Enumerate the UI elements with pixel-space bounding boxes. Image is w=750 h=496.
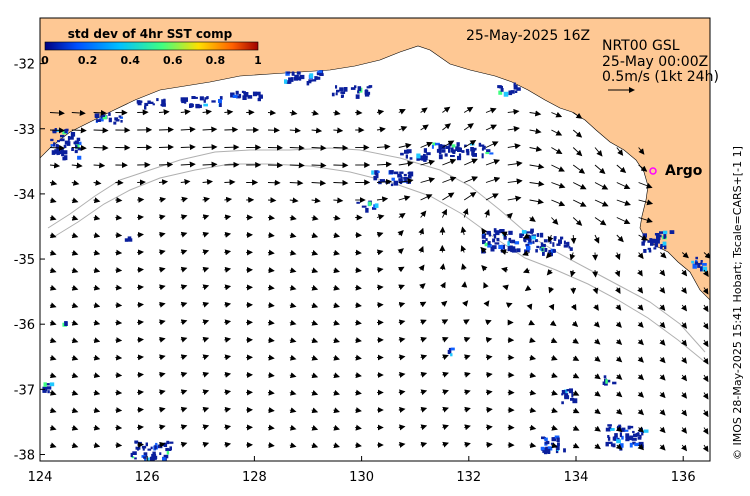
colorbar-ticks: 0 0.2 0.4 0.6 0.8 1	[41, 54, 262, 67]
x-tick-label: 126	[135, 470, 160, 485]
y-tick-label: -32	[14, 58, 35, 73]
y-tick-label: -38	[14, 448, 35, 463]
credit-text: © IMOS 28-May-2025 15:41 Hobart; Tscale=…	[731, 146, 744, 460]
colorbar-tick-label: 0	[41, 54, 49, 67]
argo-float-marker	[649, 167, 657, 175]
x-tick-label: 124	[28, 470, 53, 485]
x-tick-label: 128	[242, 470, 267, 485]
colorbar-tick-label: 0.2	[78, 54, 98, 67]
y-tick-label: -34	[14, 188, 35, 203]
y-tick-label: -33	[14, 123, 35, 138]
current-time-label: 25-May 00:00Z	[602, 54, 708, 70]
colorbar: std dev of 4hr SST comp 0 0.2 0.4 0.6 0.8 1	[41, 27, 262, 67]
date-label: 25-May-2025 16Z	[466, 28, 590, 44]
current-source-label: NRT00 GSL	[602, 38, 680, 54]
plot-frame	[39, 17, 711, 462]
x-tick-label: 134	[564, 470, 589, 485]
colorbar-tick-label: 1	[254, 54, 262, 67]
y-tick-label: -36	[14, 318, 35, 333]
x-axis: 124 126 128 130 132 134 136	[28, 456, 696, 485]
argo-label: Argo	[665, 163, 703, 179]
current-vector-field	[49, 106, 710, 453]
y-tick-label: -37	[14, 383, 35, 398]
colorbar-gradient	[44, 41, 259, 51]
x-tick-label: 132	[456, 470, 481, 485]
bathymetry-contour	[47, 147, 706, 353]
vector-scale-label: 0.5m/s (1kt 24h)	[602, 69, 719, 85]
x-tick-label: 136	[671, 470, 696, 485]
colorbar-title: std dev of 4hr SST comp	[68, 27, 233, 41]
colorbar-tick-label: 0.6	[163, 54, 183, 67]
y-tick-label: -35	[14, 253, 35, 268]
x-tick-label: 130	[349, 470, 374, 485]
colorbar-tick-label: 0.8	[206, 54, 226, 67]
colorbar-tick-label: 0.4	[120, 54, 140, 67]
y-axis: -32 -33 -34 -35 -36 -37 -38	[14, 58, 45, 463]
